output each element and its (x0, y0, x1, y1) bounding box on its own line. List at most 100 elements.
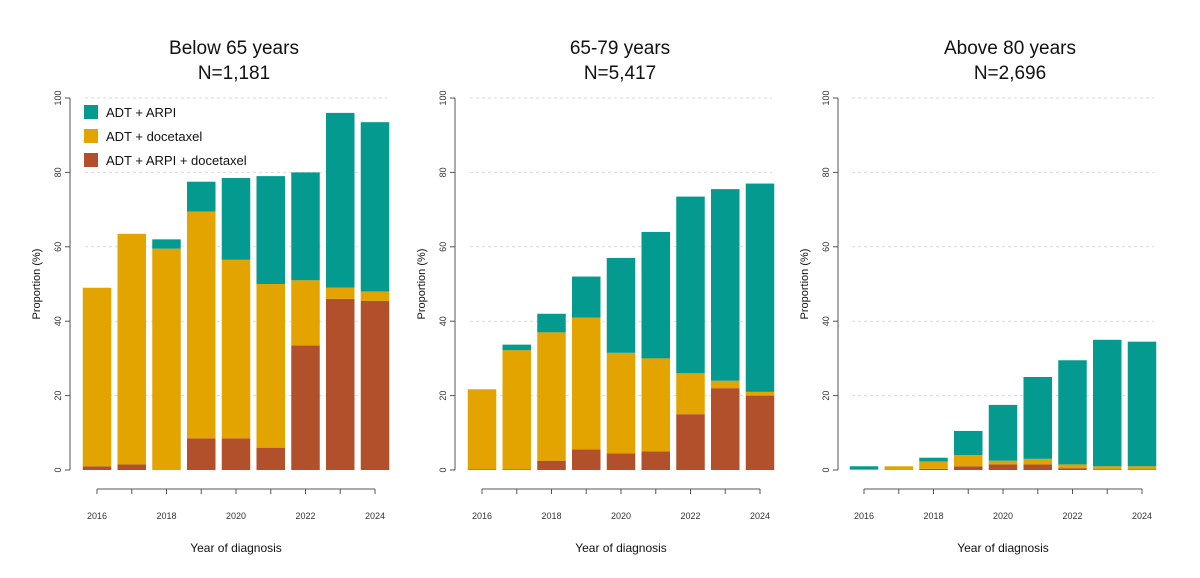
legend-swatch (84, 129, 98, 143)
bar-adt-docetaxel-2017 (502, 350, 531, 470)
x-tick-label: 2022 (1062, 511, 1082, 521)
y-tick-label: 100 (821, 90, 831, 105)
y-tick-label: 40 (438, 316, 448, 326)
bar-adt-arpi-docetaxel-2018 (919, 468, 948, 470)
bar-adt-arpi-2018 (919, 457, 948, 462)
x-tick-label: 2018 (156, 511, 176, 521)
x-axis-label: Year of diagnosis (957, 541, 1049, 555)
panel-1: Below 65 years N=1,181 0 20 40 60 80 100 Proport… (31, 38, 390, 555)
panel-3: Above 80 years N=2,696 0 20 40 60 80 100 Proport… (799, 38, 1157, 555)
bar-adt-arpi-2022 (676, 196, 705, 374)
bar-adt-docetaxel-2022 (291, 280, 320, 346)
bar-adt-arpi-2019 (187, 181, 216, 212)
bar-adt-arpi-docetaxel-2020 (221, 438, 251, 470)
bar-adt-arpi-docetaxel-2018 (537, 460, 566, 470)
bar-adt-arpi-2020 (606, 257, 636, 353)
bar-adt-docetaxel-2024 (1127, 466, 1157, 470)
bar-adt-arpi-docetaxel-2024 (360, 300, 390, 470)
y-tick-label: 80 (53, 167, 63, 177)
bar-adt-arpi-docetaxel-2019 (572, 449, 601, 470)
y-tick-label: 0 (53, 467, 63, 472)
bar-adt-arpi-docetaxel-2022 (676, 414, 705, 470)
legend-label: ADT + ARPI + docetaxel (106, 153, 247, 168)
bar-adt-docetaxel-2019 (572, 317, 601, 450)
x-tick-label: 2016 (854, 511, 874, 521)
bar-adt-arpi-2021 (256, 176, 285, 284)
legend-swatch (84, 105, 98, 119)
bar-adt-arpi-docetaxel-2022 (291, 345, 320, 470)
bar-adt-docetaxel-2023 (326, 287, 355, 299)
y-tick-label: 40 (53, 316, 63, 326)
x-tick-label: 2024 (365, 511, 385, 521)
bar-adt-arpi-2019 (572, 276, 601, 318)
bar-adt-docetaxel-2019 (954, 455, 983, 467)
panel-2: 65-79 years N=5,417 0 20 40 60 80 100 Proportion… (416, 38, 775, 555)
bar-adt-arpi-2024 (745, 183, 775, 392)
bar-adt-arpi-docetaxel-2019 (187, 438, 216, 470)
bar-adt-arpi-docetaxel-2021 (256, 447, 285, 470)
bar-adt-arpi-docetaxel-2022 (1058, 468, 1087, 470)
bar-adt-docetaxel-2021 (256, 284, 285, 448)
x-tick-label: 2018 (541, 511, 561, 521)
panel-subtitle: N=1,181 (198, 63, 270, 84)
bar-adt-arpi-2023 (1093, 339, 1122, 467)
bar-adt-arpi-2019 (954, 430, 983, 456)
panel-title: Above 80 years (944, 38, 1076, 59)
x-tick-label: 2020 (226, 511, 246, 521)
legend-label: ADT + ARPI (106, 105, 176, 120)
bar-adt-docetaxel-2017 (117, 233, 146, 465)
bar-adt-arpi-2021 (1023, 377, 1052, 459)
bar-adt-arpi-docetaxel-2023 (1093, 469, 1122, 470)
x-tick-label: 2020 (611, 511, 631, 521)
x-tick-label: 2024 (750, 511, 770, 521)
panel-title: 65-79 years (570, 38, 670, 59)
panel-subtitle: N=2,696 (974, 63, 1046, 84)
panel-title: Below 65 years (169, 38, 299, 59)
bar-adt-arpi-2023 (326, 112, 355, 288)
bar-adt-docetaxel-2024 (745, 391, 775, 396)
bar-adt-docetaxel-2016 (467, 389, 497, 470)
bar-adt-arpi-2022 (291, 172, 320, 281)
y-tick-label: 60 (53, 242, 63, 252)
bar-adt-arpi-docetaxel-2024 (1127, 469, 1157, 470)
bar-adt-arpi-2021 (641, 231, 670, 359)
legend-swatch (84, 153, 98, 167)
y-tick-label: 20 (821, 391, 831, 401)
y-tick-label: 60 (821, 242, 831, 252)
y-tick-label: 60 (438, 242, 448, 252)
x-tick-label: 2022 (295, 511, 315, 521)
bar-adt-arpi-2020 (988, 404, 1018, 461)
bar-adt-arpi-docetaxel-2019 (954, 466, 983, 470)
bar-adt-docetaxel-2021 (641, 358, 670, 452)
bar-adt-docetaxel-2021 (1023, 458, 1052, 465)
bar-adt-arpi-2020 (221, 177, 251, 260)
bar-adt-arpi-2022 (1058, 360, 1087, 465)
y-tick-label: 100 (438, 90, 448, 105)
bar-adt-arpi-2024 (1127, 341, 1157, 467)
bar-adt-arpi-docetaxel-2024 (745, 395, 775, 470)
y-tick-label: 0 (438, 467, 448, 472)
y-tick-label: 40 (821, 316, 831, 326)
x-tick-label: 2022 (680, 511, 700, 521)
x-axis-label: Year of diagnosis (190, 541, 282, 555)
x-tick-label: 2020 (993, 511, 1013, 521)
y-tick-label: 0 (821, 467, 831, 472)
y-tick-label: 100 (53, 90, 63, 105)
bar-adt-arpi-docetaxel-2017 (502, 469, 531, 470)
bar-adt-docetaxel-2022 (676, 373, 705, 415)
bar-adt-docetaxel-2017 (884, 466, 913, 470)
bar-adt-arpi-docetaxel-2020 (988, 464, 1018, 470)
bar-adt-arpi-docetaxel-2016 (82, 466, 112, 470)
bar-adt-arpi-docetaxel-2017 (117, 464, 146, 470)
x-tick-label: 2018 (923, 511, 943, 521)
panel-subtitle: N=5,417 (584, 63, 656, 84)
y-axis-label: Proportion (%) (799, 249, 811, 320)
bar-adt-arpi-2016 (849, 466, 879, 470)
legend-label: ADT + docetaxel (106, 129, 202, 144)
bar-adt-arpi-2018 (152, 239, 181, 249)
bar-adt-arpi-docetaxel-2021 (641, 451, 670, 470)
bar-adt-docetaxel-2023 (711, 380, 740, 389)
bar-adt-docetaxel-2016 (82, 287, 112, 467)
bar-adt-arpi-2018 (537, 313, 566, 333)
